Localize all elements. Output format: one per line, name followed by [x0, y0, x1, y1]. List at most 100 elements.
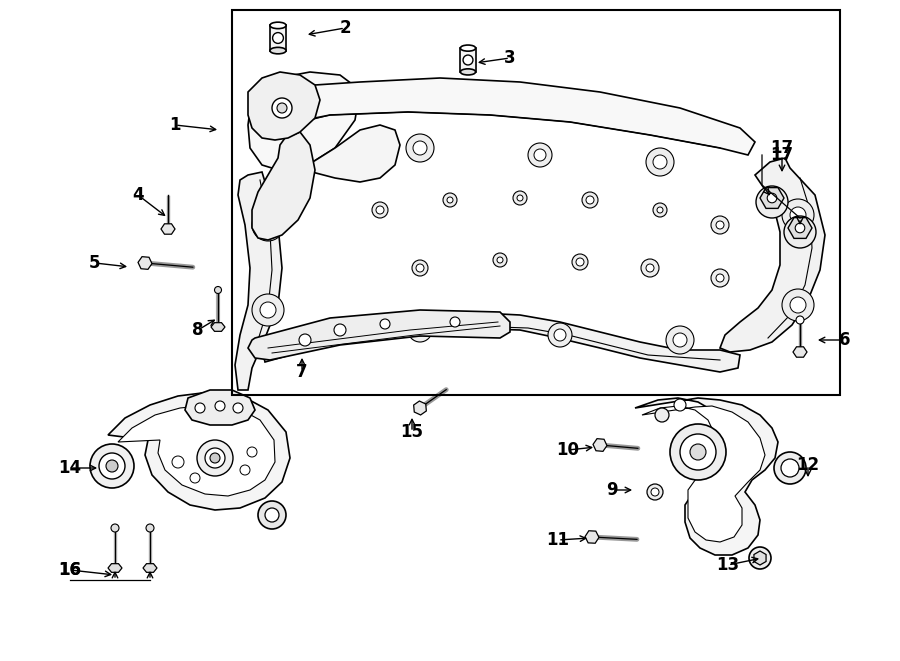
- Polygon shape: [642, 406, 765, 542]
- Circle shape: [214, 286, 221, 293]
- Text: 2: 2: [339, 19, 351, 37]
- Circle shape: [576, 258, 584, 266]
- Circle shape: [582, 192, 598, 208]
- Text: 16: 16: [58, 561, 82, 579]
- Circle shape: [711, 216, 729, 234]
- Circle shape: [534, 149, 546, 161]
- Circle shape: [513, 191, 527, 205]
- Circle shape: [572, 254, 588, 270]
- Polygon shape: [248, 310, 510, 360]
- Text: 14: 14: [58, 459, 82, 477]
- Circle shape: [190, 473, 200, 483]
- Circle shape: [299, 334, 311, 346]
- Circle shape: [646, 148, 674, 176]
- Text: 7: 7: [296, 363, 308, 381]
- Text: 16: 16: [58, 561, 82, 579]
- Circle shape: [205, 448, 225, 468]
- Circle shape: [376, 206, 384, 214]
- Ellipse shape: [270, 22, 286, 28]
- Circle shape: [247, 447, 257, 457]
- Polygon shape: [635, 398, 778, 555]
- Circle shape: [240, 465, 250, 475]
- Circle shape: [674, 399, 686, 411]
- Circle shape: [756, 186, 788, 218]
- Circle shape: [554, 329, 566, 341]
- Polygon shape: [118, 405, 275, 496]
- Circle shape: [412, 260, 428, 276]
- Circle shape: [260, 302, 276, 318]
- Circle shape: [796, 223, 805, 233]
- Polygon shape: [754, 551, 766, 565]
- Bar: [270, 25, 286, 51]
- Circle shape: [146, 524, 154, 532]
- Circle shape: [210, 453, 220, 463]
- Circle shape: [463, 55, 473, 65]
- Polygon shape: [138, 256, 152, 269]
- Circle shape: [641, 259, 659, 277]
- Text: 12: 12: [796, 456, 820, 474]
- Polygon shape: [248, 72, 320, 140]
- Polygon shape: [793, 347, 807, 357]
- Circle shape: [784, 216, 816, 248]
- Circle shape: [99, 453, 125, 479]
- Text: 17: 17: [770, 146, 794, 164]
- Circle shape: [272, 98, 292, 118]
- Circle shape: [111, 524, 119, 532]
- Circle shape: [416, 264, 424, 272]
- Polygon shape: [262, 312, 740, 372]
- Text: 4: 4: [132, 186, 144, 204]
- Circle shape: [497, 257, 503, 263]
- Circle shape: [277, 103, 287, 113]
- Polygon shape: [248, 72, 360, 172]
- Text: 17: 17: [770, 139, 794, 157]
- Circle shape: [414, 324, 426, 336]
- Text: 11: 11: [546, 531, 570, 549]
- Bar: [461, 48, 476, 72]
- Circle shape: [673, 333, 687, 347]
- Circle shape: [782, 199, 814, 231]
- Bar: [232, 10, 840, 395]
- Circle shape: [447, 197, 453, 203]
- Circle shape: [408, 318, 432, 342]
- Circle shape: [796, 316, 804, 324]
- Text: 3: 3: [504, 49, 516, 67]
- Circle shape: [372, 202, 388, 218]
- Circle shape: [651, 488, 659, 496]
- Circle shape: [774, 452, 806, 484]
- Circle shape: [90, 444, 134, 488]
- Circle shape: [195, 403, 205, 413]
- Circle shape: [716, 274, 724, 282]
- Circle shape: [653, 203, 667, 217]
- Circle shape: [690, 444, 706, 460]
- Ellipse shape: [270, 48, 286, 54]
- Circle shape: [790, 207, 806, 223]
- Polygon shape: [308, 125, 400, 182]
- Polygon shape: [108, 564, 122, 572]
- Circle shape: [782, 289, 814, 321]
- Polygon shape: [585, 531, 599, 543]
- Circle shape: [657, 207, 663, 213]
- Circle shape: [172, 456, 184, 468]
- Circle shape: [273, 32, 284, 44]
- Ellipse shape: [460, 69, 475, 75]
- Circle shape: [406, 134, 434, 162]
- Polygon shape: [235, 172, 282, 390]
- Text: 5: 5: [89, 254, 101, 272]
- Circle shape: [493, 253, 507, 267]
- Circle shape: [716, 221, 724, 229]
- Circle shape: [265, 508, 279, 522]
- Circle shape: [781, 459, 799, 477]
- Circle shape: [548, 323, 572, 347]
- Circle shape: [380, 319, 390, 329]
- Polygon shape: [255, 78, 755, 155]
- Polygon shape: [788, 217, 812, 239]
- Circle shape: [646, 264, 654, 272]
- Polygon shape: [211, 323, 225, 331]
- Text: 10: 10: [556, 441, 580, 459]
- Circle shape: [655, 408, 669, 422]
- Ellipse shape: [460, 45, 475, 51]
- Circle shape: [413, 141, 427, 155]
- Polygon shape: [185, 390, 255, 425]
- Circle shape: [334, 324, 346, 336]
- Polygon shape: [414, 401, 427, 415]
